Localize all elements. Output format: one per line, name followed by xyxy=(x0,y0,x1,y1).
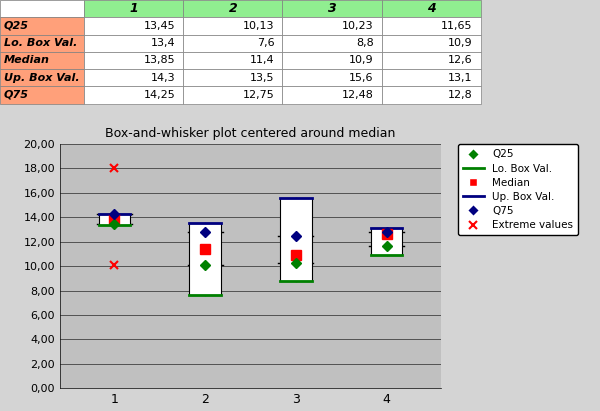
Bar xyxy=(184,69,283,86)
Bar xyxy=(283,17,382,35)
Bar xyxy=(382,52,481,69)
Text: 10,9: 10,9 xyxy=(448,38,473,48)
Bar xyxy=(184,35,283,52)
Text: Q25: Q25 xyxy=(4,21,29,31)
Text: 12,6: 12,6 xyxy=(448,55,473,65)
Text: 10,23: 10,23 xyxy=(342,21,374,31)
Text: 13,1: 13,1 xyxy=(448,73,473,83)
Bar xyxy=(0,35,84,52)
Text: 14,3: 14,3 xyxy=(151,73,175,83)
Bar xyxy=(84,52,184,69)
Bar xyxy=(0,86,84,104)
Bar xyxy=(0,69,84,86)
Text: 11,4: 11,4 xyxy=(250,55,275,65)
Bar xyxy=(84,69,184,86)
Text: 14,25: 14,25 xyxy=(143,90,175,100)
Text: Q75: Q75 xyxy=(4,90,29,100)
Bar xyxy=(84,35,184,52)
Bar xyxy=(283,86,382,104)
Text: 13,45: 13,45 xyxy=(144,21,175,31)
Text: Median: Median xyxy=(4,55,50,65)
Text: 12,48: 12,48 xyxy=(342,90,374,100)
Bar xyxy=(280,198,312,281)
Bar xyxy=(189,223,221,296)
Text: 12,8: 12,8 xyxy=(448,90,473,100)
Text: 7,6: 7,6 xyxy=(257,38,275,48)
Bar xyxy=(184,52,283,69)
Text: 1: 1 xyxy=(130,2,138,15)
Bar xyxy=(382,86,481,104)
Bar xyxy=(184,86,283,104)
Bar xyxy=(0,52,84,69)
Text: Up. Box Val.: Up. Box Val. xyxy=(4,73,79,83)
Text: 12,75: 12,75 xyxy=(243,90,275,100)
Bar xyxy=(184,0,283,17)
Bar xyxy=(382,0,481,17)
Text: 10,13: 10,13 xyxy=(243,21,275,31)
Title: Box-and-whisker plot centered around median: Box-and-whisker plot centered around med… xyxy=(106,127,395,140)
Bar xyxy=(382,17,481,35)
Bar xyxy=(84,86,184,104)
Text: Lo. Box Val.: Lo. Box Val. xyxy=(4,38,77,48)
Text: 8,8: 8,8 xyxy=(356,38,374,48)
Bar xyxy=(283,35,382,52)
Bar xyxy=(283,0,382,17)
Bar xyxy=(84,17,184,35)
Text: 2: 2 xyxy=(229,2,237,15)
Bar xyxy=(0,17,84,35)
Bar xyxy=(98,214,130,224)
Legend: Q25, Lo. Box Val., Median, Up. Box Val., Q75, Extreme values: Q25, Lo. Box Val., Median, Up. Box Val.,… xyxy=(458,144,578,236)
Bar xyxy=(0,0,84,17)
Text: 3: 3 xyxy=(328,2,337,15)
Bar xyxy=(371,228,403,255)
Text: 11,65: 11,65 xyxy=(441,21,473,31)
Bar xyxy=(184,17,283,35)
Text: 13,5: 13,5 xyxy=(250,73,275,83)
Bar xyxy=(84,0,184,17)
Bar xyxy=(283,52,382,69)
Text: 13,4: 13,4 xyxy=(151,38,175,48)
Text: 10,9: 10,9 xyxy=(349,55,374,65)
Bar xyxy=(283,69,382,86)
Text: 13,85: 13,85 xyxy=(144,55,175,65)
Text: 15,6: 15,6 xyxy=(349,73,374,83)
Bar xyxy=(382,35,481,52)
Text: 4: 4 xyxy=(427,2,436,15)
Bar xyxy=(382,69,481,86)
